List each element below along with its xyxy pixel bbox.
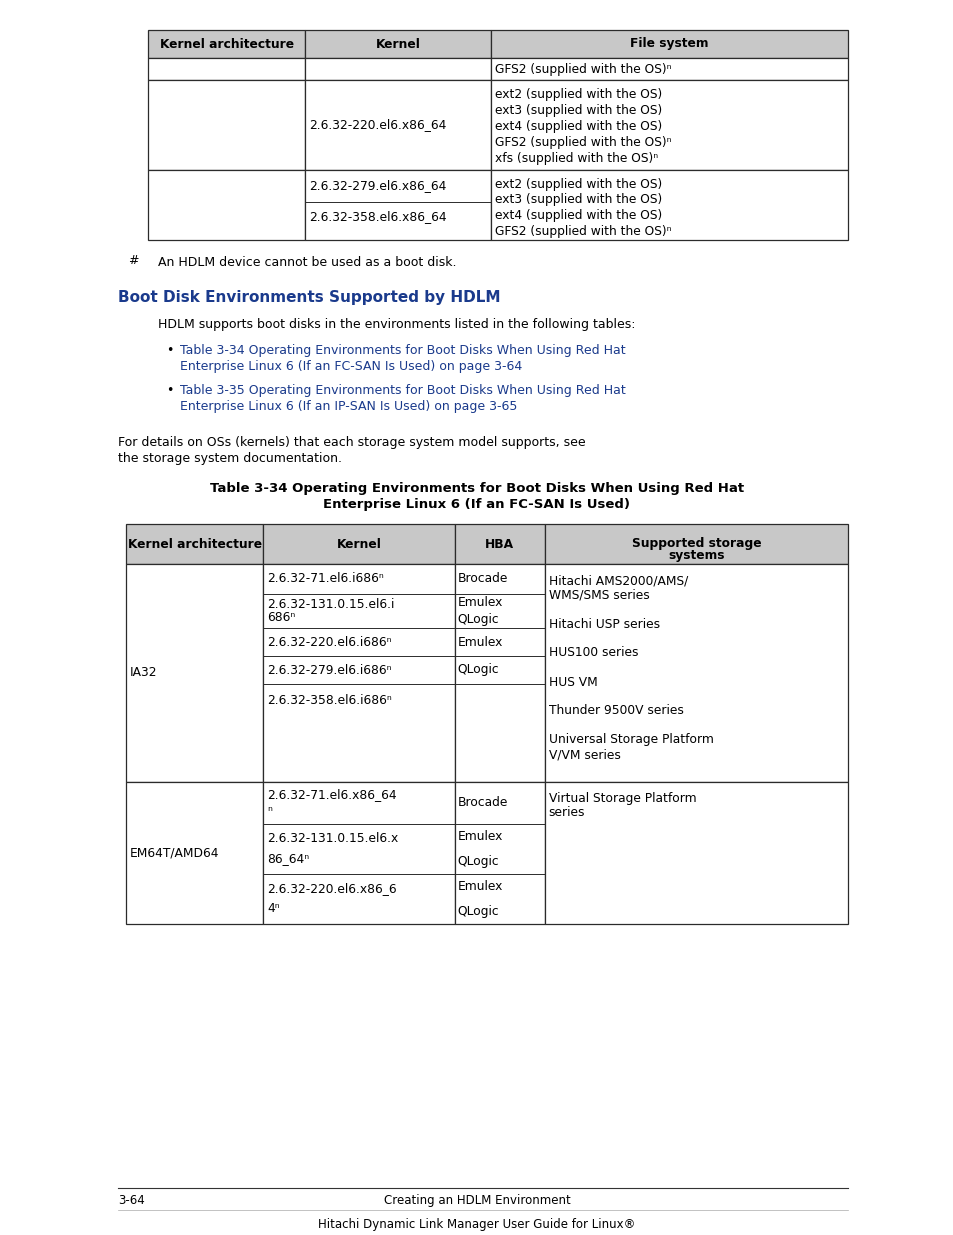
- Text: GFS2 (supplied with the OS)ⁿ: GFS2 (supplied with the OS)ⁿ: [495, 136, 671, 149]
- Text: Thunder 9500V series: Thunder 9500V series: [548, 704, 683, 718]
- Text: systems: systems: [667, 548, 724, 562]
- Text: V/VM series: V/VM series: [548, 748, 620, 761]
- Text: xfs (supplied with the OS)ⁿ: xfs (supplied with the OS)ⁿ: [495, 152, 658, 165]
- Text: QLogic: QLogic: [457, 663, 498, 677]
- Text: 2.6.32-279.el6.i686ⁿ: 2.6.32-279.el6.i686ⁿ: [267, 663, 392, 677]
- Text: the storage system documentation.: the storage system documentation.: [118, 452, 341, 466]
- Bar: [148, 58, 305, 80]
- Text: Emulex: Emulex: [457, 636, 502, 648]
- Text: Brocade: Brocade: [457, 797, 507, 809]
- Text: •: •: [166, 384, 173, 396]
- Text: Creating an HDLM Environment: Creating an HDLM Environment: [383, 1194, 570, 1207]
- Text: 2.6.32-279.el6.x86_64: 2.6.32-279.el6.x86_64: [309, 179, 446, 191]
- Text: 2.6.32-358.el6.i686ⁿ: 2.6.32-358.el6.i686ⁿ: [267, 694, 392, 706]
- Text: Kernel: Kernel: [336, 537, 381, 551]
- Text: Kernel architecture: Kernel architecture: [159, 37, 294, 51]
- Text: Brocade: Brocade: [457, 573, 507, 585]
- Bar: [544, 564, 847, 782]
- Text: ext3 (supplied with the OS): ext3 (supplied with the OS): [495, 194, 661, 206]
- Text: 2.6.32-220.el6.x86_6: 2.6.32-220.el6.x86_6: [267, 883, 396, 895]
- Bar: [126, 564, 263, 782]
- Text: Virtual Storage Platform: Virtual Storage Platform: [548, 792, 696, 805]
- Text: ext4 (supplied with the OS): ext4 (supplied with the OS): [495, 209, 661, 222]
- Text: 2.6.32-220.el6.i686ⁿ: 2.6.32-220.el6.i686ⁿ: [267, 636, 392, 648]
- Text: GFS2 (supplied with the OS)ⁿ: GFS2 (supplied with the OS)ⁿ: [495, 63, 671, 75]
- Text: An HDLM device cannot be used as a boot disk.: An HDLM device cannot be used as a boot …: [158, 256, 456, 269]
- Bar: [263, 524, 454, 564]
- Bar: [305, 30, 491, 58]
- Text: Table 3-34 Operating Environments for Boot Disks When Using Red Hat: Table 3-34 Operating Environments for Bo…: [180, 345, 625, 357]
- Text: Table 3-34 Operating Environments for Boot Disks When Using Red Hat: Table 3-34 Operating Environments for Bo…: [210, 482, 743, 495]
- Text: IA32: IA32: [130, 667, 157, 679]
- Text: QLogic: QLogic: [457, 613, 498, 626]
- Bar: [305, 58, 491, 80]
- Text: Table 3-35 Operating Environments for Boot Disks When Using Red Hat: Table 3-35 Operating Environments for Bo…: [180, 384, 625, 396]
- Bar: [126, 524, 263, 564]
- Text: Hitachi AMS2000/AMS/: Hitachi AMS2000/AMS/: [548, 574, 687, 587]
- Text: 2.6.32-358.el6.x86_64: 2.6.32-358.el6.x86_64: [309, 210, 447, 224]
- Text: File system: File system: [630, 37, 708, 51]
- Text: ⁿ: ⁿ: [267, 805, 272, 818]
- Bar: [148, 80, 305, 170]
- Text: Emulex: Emulex: [457, 830, 502, 844]
- Text: HDLM supports boot disks in the environments listed in the following tables:: HDLM supports boot disks in the environm…: [158, 317, 635, 331]
- Text: HUS100 series: HUS100 series: [548, 646, 638, 659]
- Bar: [305, 80, 491, 170]
- Text: ext2 (supplied with the OS): ext2 (supplied with the OS): [495, 178, 661, 191]
- Text: Hitachi Dynamic Link Manager User Guide for Linux®: Hitachi Dynamic Link Manager User Guide …: [318, 1218, 635, 1231]
- Text: ext2 (supplied with the OS): ext2 (supplied with the OS): [495, 88, 661, 101]
- Text: Kernel: Kernel: [375, 37, 420, 51]
- Bar: [263, 782, 454, 924]
- Text: Universal Storage Platform: Universal Storage Platform: [548, 734, 713, 746]
- Text: Emulex: Emulex: [457, 597, 502, 609]
- Bar: [544, 782, 847, 924]
- Text: Boot Disk Environments Supported by HDLM: Boot Disk Environments Supported by HDLM: [118, 290, 500, 305]
- Text: 3-64: 3-64: [118, 1194, 145, 1207]
- Text: 86_64ⁿ: 86_64ⁿ: [267, 852, 309, 866]
- Text: #: #: [128, 254, 138, 267]
- Text: 686ⁿ: 686ⁿ: [267, 611, 295, 625]
- Text: 2.6.32-71.el6.x86_64: 2.6.32-71.el6.x86_64: [267, 788, 396, 802]
- Bar: [491, 58, 847, 80]
- Bar: [491, 80, 847, 170]
- Text: •: •: [166, 345, 173, 357]
- Text: GFS2 (supplied with the OS)ⁿ: GFS2 (supplied with the OS)ⁿ: [495, 225, 671, 237]
- Text: QLogic: QLogic: [457, 905, 498, 918]
- Text: Enterprise Linux 6 (If an FC-SAN Is Used): Enterprise Linux 6 (If an FC-SAN Is Used…: [323, 498, 630, 511]
- Bar: [454, 564, 544, 782]
- Bar: [126, 782, 263, 924]
- Text: Supported storage: Supported storage: [631, 537, 760, 551]
- Bar: [148, 170, 305, 240]
- Bar: [491, 170, 847, 240]
- Text: Kernel architecture: Kernel architecture: [128, 537, 261, 551]
- Text: HUS VM: HUS VM: [548, 676, 597, 688]
- Text: For details on OSs (kernels) that each storage system model supports, see: For details on OSs (kernels) that each s…: [118, 436, 585, 450]
- Text: Hitachi USP series: Hitachi USP series: [548, 618, 659, 631]
- Text: 4ⁿ: 4ⁿ: [267, 903, 279, 915]
- Bar: [148, 30, 305, 58]
- Bar: [305, 170, 491, 240]
- Text: 2.6.32-71.el6.i686ⁿ: 2.6.32-71.el6.i686ⁿ: [267, 573, 383, 585]
- Text: ext4 (supplied with the OS): ext4 (supplied with the OS): [495, 120, 661, 133]
- Text: Emulex: Emulex: [457, 881, 502, 893]
- Text: Enterprise Linux 6 (If an IP-SAN Is Used) on page 3-65: Enterprise Linux 6 (If an IP-SAN Is Used…: [180, 400, 517, 412]
- Text: 2.6.32-131.0.15.el6.x: 2.6.32-131.0.15.el6.x: [267, 832, 398, 846]
- Text: Enterprise Linux 6 (If an FC-SAN Is Used) on page 3-64: Enterprise Linux 6 (If an FC-SAN Is Used…: [180, 359, 521, 373]
- Text: series: series: [548, 806, 584, 819]
- Bar: [491, 30, 847, 58]
- Text: QLogic: QLogic: [457, 855, 498, 868]
- Bar: [454, 524, 544, 564]
- Text: HBA: HBA: [484, 537, 514, 551]
- Bar: [263, 564, 454, 782]
- Bar: [544, 524, 847, 564]
- Text: 2.6.32-220.el6.x86_64: 2.6.32-220.el6.x86_64: [309, 119, 446, 131]
- Text: EM64T/AMD64: EM64T/AMD64: [130, 846, 219, 860]
- Text: WMS/SMS series: WMS/SMS series: [548, 589, 649, 601]
- Text: 2.6.32-131.0.15.el6.i: 2.6.32-131.0.15.el6.i: [267, 598, 395, 610]
- Bar: [454, 782, 544, 924]
- Text: ext3 (supplied with the OS): ext3 (supplied with the OS): [495, 104, 661, 117]
